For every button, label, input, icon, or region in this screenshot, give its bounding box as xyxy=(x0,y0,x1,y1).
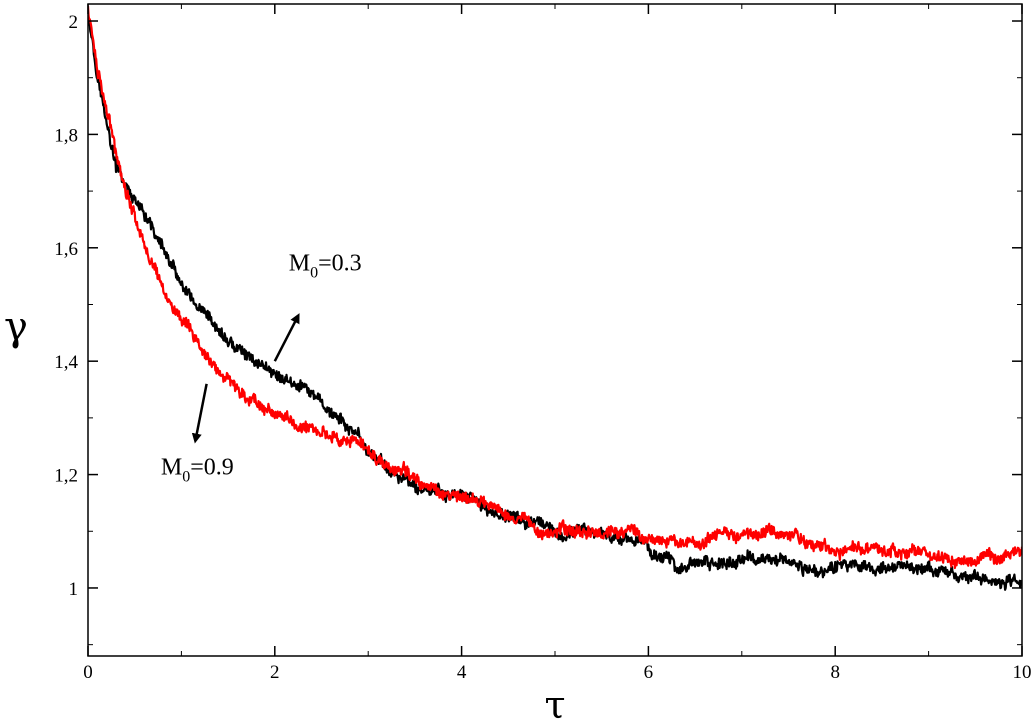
x-tick-label: 2 xyxy=(270,662,280,683)
series-line-1 xyxy=(88,14,1022,591)
series-line-2 xyxy=(88,5,1022,570)
annotations-layer: M0=0.3 M0=0.9 xyxy=(161,250,362,485)
x-tick-label: 10 xyxy=(1013,662,1032,683)
plot-frame xyxy=(87,3,1023,657)
x-tick-label: 8 xyxy=(830,662,840,683)
y-tick-label: 1 xyxy=(69,579,79,600)
y-tick-label: 1,8 xyxy=(54,125,78,146)
y-tick-label: 1,6 xyxy=(54,239,78,260)
y-tick-label: 1,2 xyxy=(54,466,78,487)
y-tick-label: 2 xyxy=(69,12,79,33)
x-axis-label: τ xyxy=(544,683,565,721)
x-tick-label: 4 xyxy=(457,662,467,683)
annotation-label: M0=0.3 xyxy=(289,250,362,281)
series-layer xyxy=(88,5,1022,591)
annotation-arrow xyxy=(273,313,300,362)
y-axis-label: γ xyxy=(4,304,28,350)
annotation-arrow xyxy=(191,383,208,444)
annotation-label: M0=0.9 xyxy=(161,455,234,486)
y-ticks: 1 1,2 1,4 1,6 1,8 2 xyxy=(54,12,1022,646)
x-tick-label: 0 xyxy=(83,662,93,683)
x-tick-label: 6 xyxy=(644,662,654,683)
y-tick-label: 1,4 xyxy=(54,352,78,373)
x-ticks: 0 2 4 6 8 10 xyxy=(83,4,1032,683)
